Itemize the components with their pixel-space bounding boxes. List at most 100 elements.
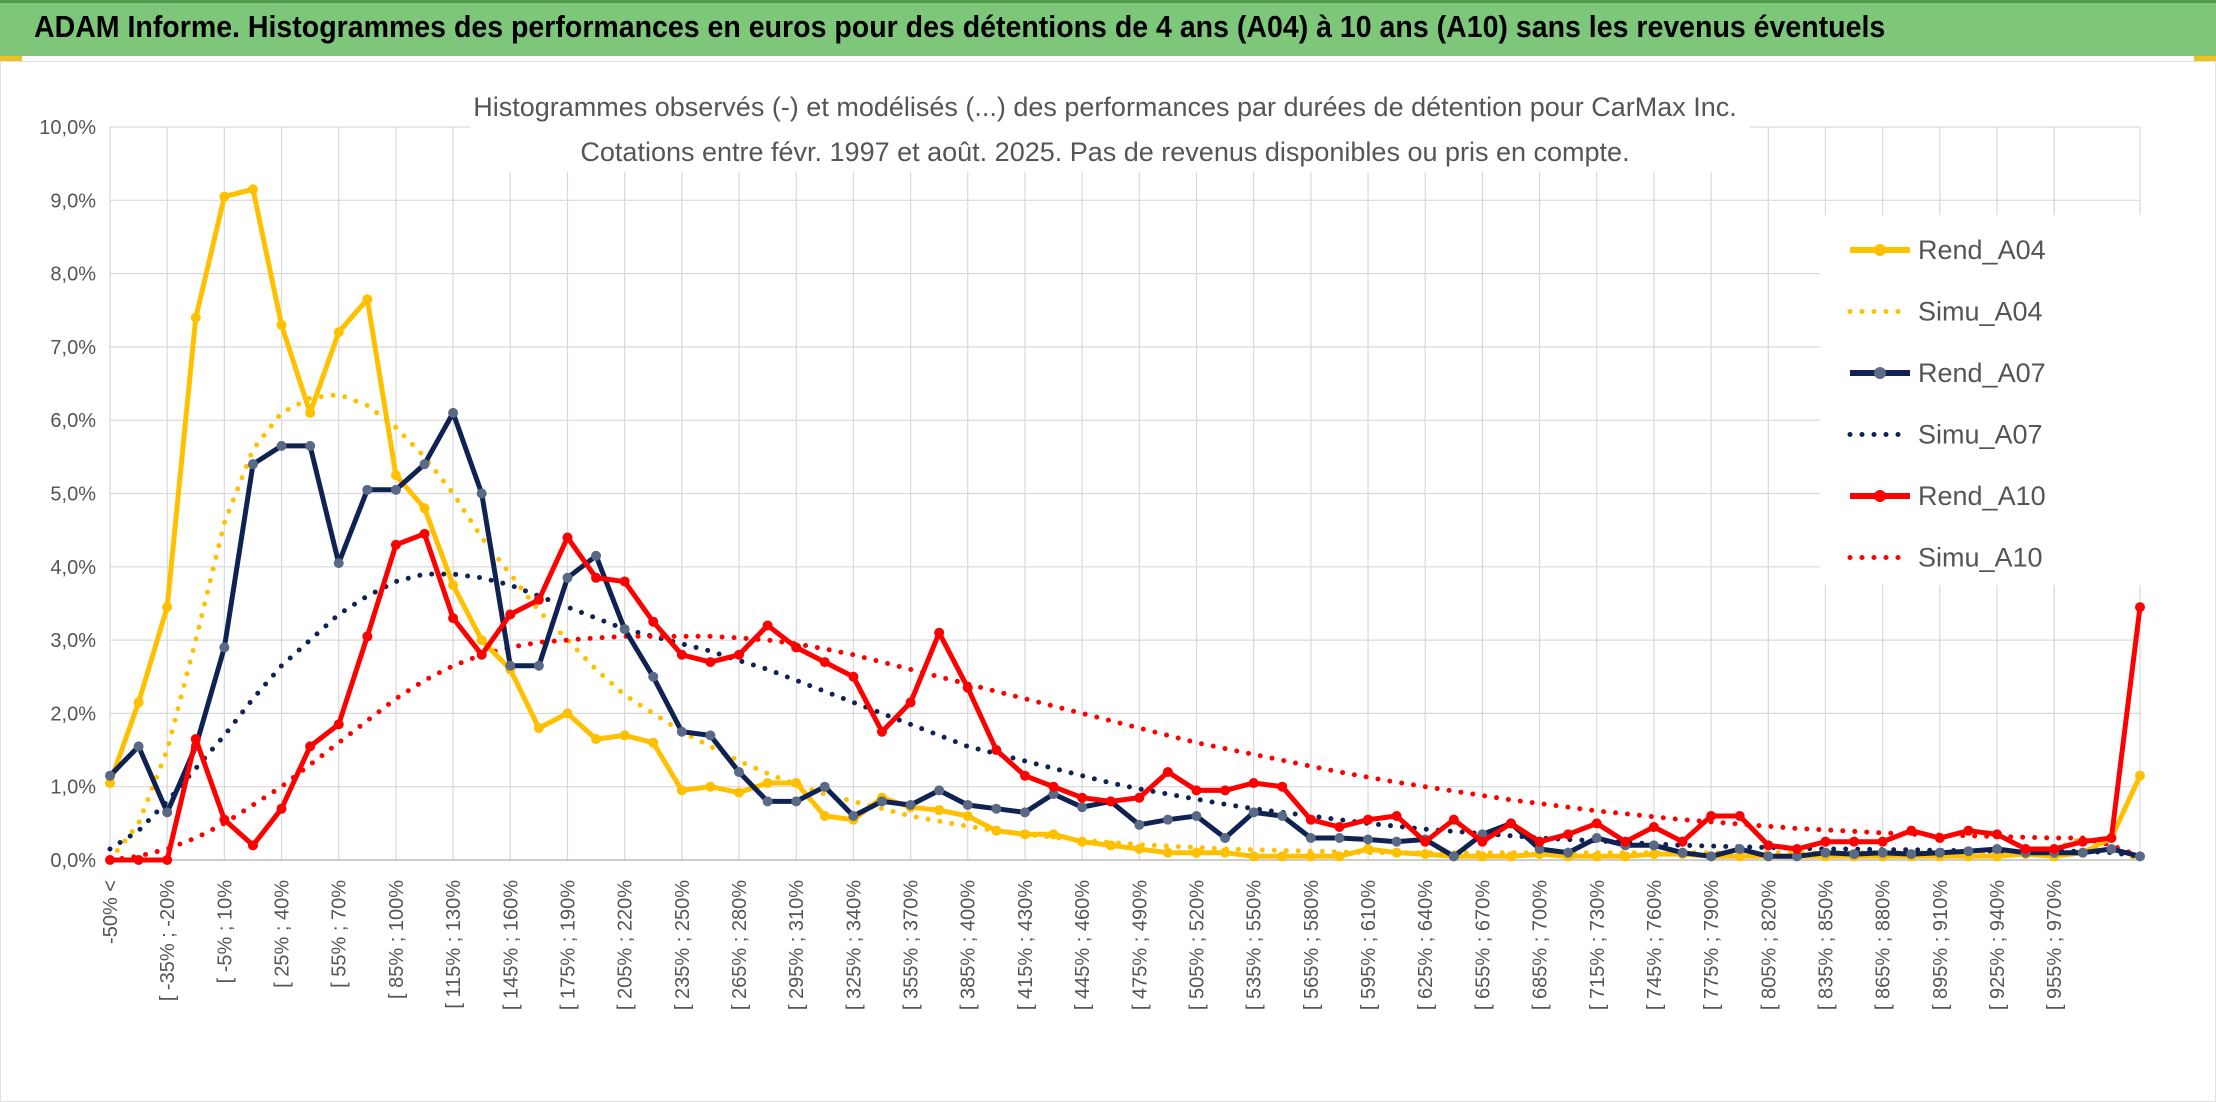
point-rend-a10 [305,741,316,752]
legend-label-rend-a10: Rend_A10 [1918,481,2046,511]
point-rend-a04 [219,191,230,202]
point-rend-a10 [2135,602,2145,613]
x-tick-label: [ 205% ; 220% [615,880,637,1010]
legend-marker-rend-a10 [1874,490,1886,502]
point-rend-a07 [619,624,630,635]
point-rend-a07 [276,440,287,451]
point-rend-a10 [1563,829,1574,840]
x-tick-label: [ 655% ; 670% [1472,880,1494,1010]
point-rend-a04 [562,708,573,719]
header-bar: ADAM Informe. Histogrammes des performan… [0,0,2216,56]
point-rend-a04 [791,778,802,789]
point-rend-a04 [1648,849,1659,860]
y-tick-label: 8,0% [50,264,96,286]
point-rend-a07 [362,484,373,495]
point-rend-a07 [1391,836,1402,847]
point-rend-a10 [419,528,430,539]
x-tick-label: [ 745% ; 760% [1644,880,1666,1010]
point-rend-a10 [1191,785,1202,796]
point-rend-a07 [1277,811,1288,822]
point-rend-a07 [1334,833,1345,844]
point-rend-a04 [676,785,687,796]
point-rend-a04 [1162,847,1173,858]
y-tick-label: 2,0% [50,703,96,725]
y-tick-label: 1,0% [50,777,96,799]
x-tick-label: [ -35% ; -20% [157,880,179,1001]
x-tick-label: [ 325% ; 340% [843,880,865,1010]
x-tick-label: [ 535% ; 550% [1244,880,1266,1010]
point-rend-a07 [962,800,973,811]
point-rend-a04 [591,734,602,745]
point-rend-a10 [1248,778,1259,789]
x-tick-label: [ 385% ; 400% [958,880,980,1010]
y-axis-ticks: 0,0% 1,0% 2,0% 3,0% 4,0% 5,0% 6,0% 7,0% 8,0% 9,0%… [39,117,96,872]
point-rend-a10 [105,855,115,865]
point-rend-a07 [1220,833,1231,844]
point-rend-a04 [1477,851,1488,862]
x-tick-label: [ 715% ; 730% [1587,880,1609,1010]
point-rend-a07 [1248,807,1259,818]
x-axis-ticks: -50% < [ -35% ; -20% [ -5% ; 10% [ 25% ; 40… [100,880,2066,1010]
y-tick-label: 0,0% [50,850,96,872]
point-rend-a10 [562,532,573,543]
point-rend-a04 [934,805,945,816]
chart-series [105,184,2145,865]
point-rend-a10 [276,803,287,814]
x-tick-label: [ 265% ; 280% [729,880,751,1010]
point-rend-a10 [1992,829,2003,840]
x-tick-label: [ 55% ; 70% [329,880,351,988]
point-rend-a07 [591,550,602,561]
legend-label-rend-a04: Rend_A04 [1918,235,2046,265]
point-rend-a10 [1334,822,1345,833]
y-tick-label: 7,0% [50,337,96,359]
point-rend-a07 [1448,851,1459,862]
point-rend-a10 [791,642,802,653]
point-rend-a07 [333,558,344,569]
point-rend-a07 [1134,819,1145,830]
x-tick-label: [ 175% ; 190% [557,880,579,1010]
point-rend-a04 [1391,847,1402,858]
series-line-simu-a10 [107,633,2143,863]
chart-subtitle: Cotations entre févr. 1997 et août. 2025… [580,137,1629,167]
point-rend-a10 [1134,792,1145,803]
point-rend-a04 [1134,844,1145,855]
x-tick-label: [ 685% ; 700% [1530,880,1552,1010]
x-tick-label: [ 445% ; 460% [1072,880,1094,1010]
point-rend-a07 [934,785,945,796]
x-tick-label: [ 865% ; 880% [1873,880,1895,1010]
point-rend-a07 [105,770,115,781]
point-rend-a10 [505,609,516,620]
y-tick-label: 6,0% [50,410,96,432]
point-rend-a04 [1220,847,1231,858]
point-rend-a07 [648,671,659,682]
point-rend-a07 [1906,849,1917,860]
point-rend-a04 [1505,851,1516,862]
point-rend-a10 [362,631,373,642]
point-rend-a04 [1077,836,1088,847]
point-rend-a04 [1019,829,1030,840]
point-rend-a04 [1105,840,1116,851]
legend-label-simu-a10: Simu_A10 [1918,543,2043,573]
point-rend-a10 [190,734,201,745]
legend-label-rend-a07: Rend_A07 [1918,358,2046,388]
x-tick-label: [ 355% ; 370% [901,880,923,1010]
point-rend-a07 [876,796,887,807]
point-rend-a04 [419,503,430,514]
point-rend-a04 [762,778,773,789]
x-tick-label: [ -5% ; 10% [214,880,236,984]
point-rend-a07 [1934,847,1945,858]
point-rend-a07 [2135,851,2145,862]
x-tick-label: [ 835% ; 850% [1815,880,1837,1010]
y-tick-label: 4,0% [50,557,96,579]
point-rend-a10 [1305,814,1316,825]
point-rend-a10 [648,616,659,627]
point-rend-a10 [1706,811,1717,822]
point-rend-a07 [219,642,230,653]
point-rend-a07 [476,488,487,499]
x-tick-label: [ 115% ; 130% [443,880,465,1009]
point-rend-a10 [1019,770,1030,781]
point-rend-a07 [791,796,802,807]
point-rend-a10 [1162,767,1173,778]
point-rend-a10 [162,855,173,865]
point-rend-a04 [1334,851,1345,862]
